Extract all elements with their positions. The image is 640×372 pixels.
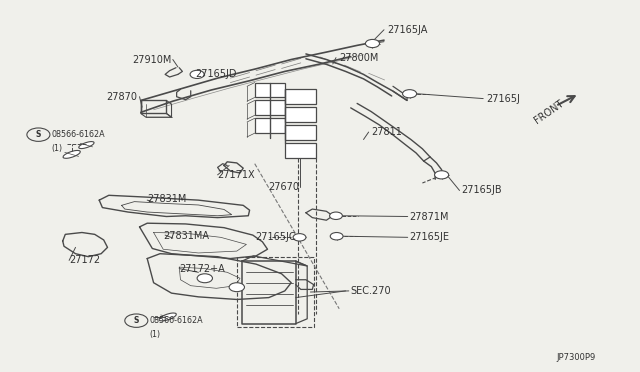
Text: 27165JA: 27165JA <box>387 25 428 35</box>
Circle shape <box>27 128 50 141</box>
Text: (1): (1) <box>149 330 160 339</box>
Text: 27165JB: 27165JB <box>461 186 501 195</box>
Text: 27870: 27870 <box>106 92 137 102</box>
Circle shape <box>330 212 342 219</box>
Text: FRONT: FRONT <box>532 98 566 125</box>
Text: 27171X: 27171X <box>218 170 255 180</box>
Text: 08566-6162A: 08566-6162A <box>51 130 105 139</box>
FancyBboxPatch shape <box>255 118 285 133</box>
Circle shape <box>435 171 449 179</box>
Circle shape <box>330 232 343 240</box>
Text: JP7300P9: JP7300P9 <box>557 353 596 362</box>
Text: 27811: 27811 <box>371 127 402 137</box>
Ellipse shape <box>159 313 176 321</box>
Text: 27165J: 27165J <box>486 94 520 103</box>
Circle shape <box>190 70 204 78</box>
FancyBboxPatch shape <box>285 143 316 158</box>
Circle shape <box>403 90 417 98</box>
Text: 27165JD: 27165JD <box>195 70 237 79</box>
Text: 27670: 27670 <box>269 182 300 192</box>
Text: S: S <box>36 130 41 139</box>
Circle shape <box>293 234 306 241</box>
Text: 27165JC: 27165JC <box>255 232 296 242</box>
Text: S: S <box>134 316 139 325</box>
Circle shape <box>197 274 212 283</box>
Text: 27871M: 27871M <box>410 212 449 221</box>
Text: 27165JE: 27165JE <box>410 232 450 242</box>
Circle shape <box>229 283 244 292</box>
Text: 08566-6162A: 08566-6162A <box>149 316 203 325</box>
FancyBboxPatch shape <box>285 89 316 104</box>
Text: (1): (1) <box>51 144 62 153</box>
Ellipse shape <box>79 142 94 148</box>
Text: 27172: 27172 <box>69 256 100 265</box>
FancyBboxPatch shape <box>255 83 285 97</box>
Circle shape <box>365 39 380 48</box>
Text: 27831M: 27831M <box>147 194 187 204</box>
FancyBboxPatch shape <box>255 100 285 115</box>
Text: 27172+A: 27172+A <box>179 264 225 273</box>
Text: 27800M: 27800M <box>339 53 379 62</box>
Ellipse shape <box>63 150 80 158</box>
FancyBboxPatch shape <box>285 107 316 122</box>
Circle shape <box>125 314 148 327</box>
Text: 27831MA: 27831MA <box>163 231 209 241</box>
FancyBboxPatch shape <box>285 125 316 140</box>
Text: SEC.270: SEC.270 <box>351 286 391 296</box>
Text: 27910M: 27910M <box>132 55 172 64</box>
